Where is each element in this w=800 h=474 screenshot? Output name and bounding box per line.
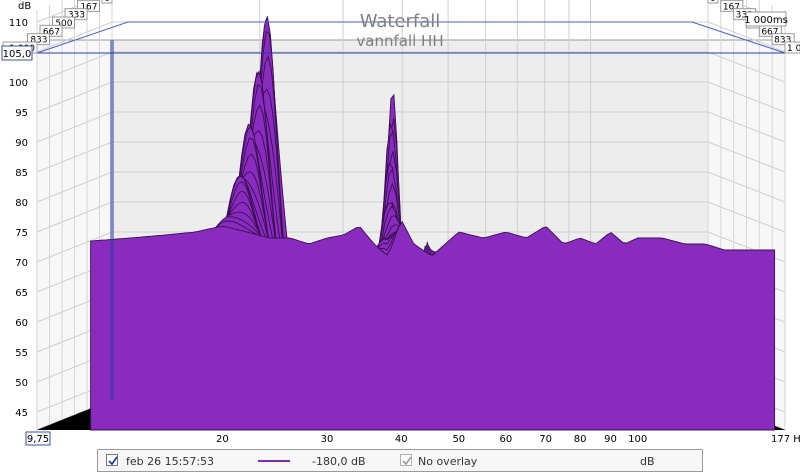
time-label-box [27, 33, 50, 46]
time-label: 1 000 [787, 44, 800, 54]
checkmark-icon [402, 456, 412, 466]
x-tick-label: 60 [499, 434, 512, 445]
time-label: 167 [80, 2, 97, 12]
cursor-level-label: 105,0 [3, 49, 32, 60]
trace-level: -180,0 dB [312, 455, 366, 468]
time-label: 333 [68, 11, 85, 21]
y-tick-label: 65 [15, 288, 28, 299]
y-tick-label: 60 [15, 318, 28, 329]
time-label: 667 [761, 27, 778, 37]
x-tick-label: 80 [574, 434, 587, 445]
cursor-level-box[interactable] [1, 45, 33, 61]
y-tick-label: 70 [15, 258, 28, 269]
waterfall-slice [90, 220, 776, 431]
time-label: 0 [710, 0, 716, 4]
y-tick-labels: 45 50 55 60 65 70 75 80 85 90 95 100 110 [9, 18, 28, 419]
x-tick-label: 20 [216, 434, 229, 445]
time-range-label: 1 000ms [744, 15, 788, 26]
x-tick-label: 70 [539, 434, 552, 445]
time-label: 167 [723, 2, 740, 12]
chart-subtitle: vannfall HH [356, 32, 443, 50]
x-max-label: 177 Hz [771, 434, 800, 445]
y-tick-label: 90 [15, 138, 28, 149]
x-tick-label: 30 [321, 434, 334, 445]
y-tick-label: 75 [15, 228, 28, 239]
time-label: 833 [774, 36, 791, 46]
time-label: 333 [736, 11, 753, 21]
time-label-box [64, 8, 88, 21]
y-tick-label: 95 [15, 108, 28, 119]
time-label-box [720, 0, 744, 12]
time-label: 833 [30, 36, 47, 46]
time-label: 500 [55, 19, 72, 29]
x-tick-label: 50 [452, 434, 465, 445]
legend-unit: dB [640, 455, 655, 468]
waterfall-slices [90, 16, 776, 431]
time-label: 667 [43, 27, 60, 37]
time-range-box [745, 11, 787, 27]
y-tick-label: 85 [15, 168, 28, 179]
trace-date: feb 26 15:57:53 [126, 455, 215, 468]
time-label: 0 [104, 0, 110, 4]
trace-checkbox[interactable] [106, 454, 118, 466]
y-tick-label: 100 [9, 78, 28, 89]
x-min-box[interactable] [25, 431, 51, 446]
time-label-box [39, 24, 63, 37]
y-tick-label: 50 [15, 378, 28, 389]
checkmark-icon [108, 456, 118, 466]
trace-color-swatch [258, 460, 290, 462]
y-tick-label: 80 [15, 198, 28, 209]
legend-bar: feb 26 15:57:53 -180,0 dB No overlay dB [97, 449, 703, 472]
overlay-label: No overlay [418, 455, 478, 468]
y-tick-label: 55 [15, 348, 28, 359]
overlays [36, 21, 786, 400]
cursor-level-plane [36, 21, 786, 54]
y-tick-label: 110 [9, 18, 28, 29]
x-tick-label: 100 [628, 434, 647, 445]
time-label-box [101, 0, 113, 4]
time-label-box [52, 16, 75, 29]
time-label-box [77, 0, 100, 12]
time-label-box [784, 41, 800, 54]
x-tick-label: 90 [604, 434, 617, 445]
time-label-box [707, 0, 719, 4]
y-unit-label: dB [18, 1, 31, 12]
y-tick-label: 45 [15, 408, 28, 419]
x-tick-label: 40 [395, 434, 408, 445]
time-label-box [771, 33, 795, 46]
x-tick-labels: 20 30 40 50 60 70 80 90 100 [216, 434, 647, 445]
x-min-label: 9,75 [27, 434, 49, 445]
overlay-checkbox[interactable] [400, 454, 412, 466]
chart-title: Waterfall [360, 11, 441, 32]
